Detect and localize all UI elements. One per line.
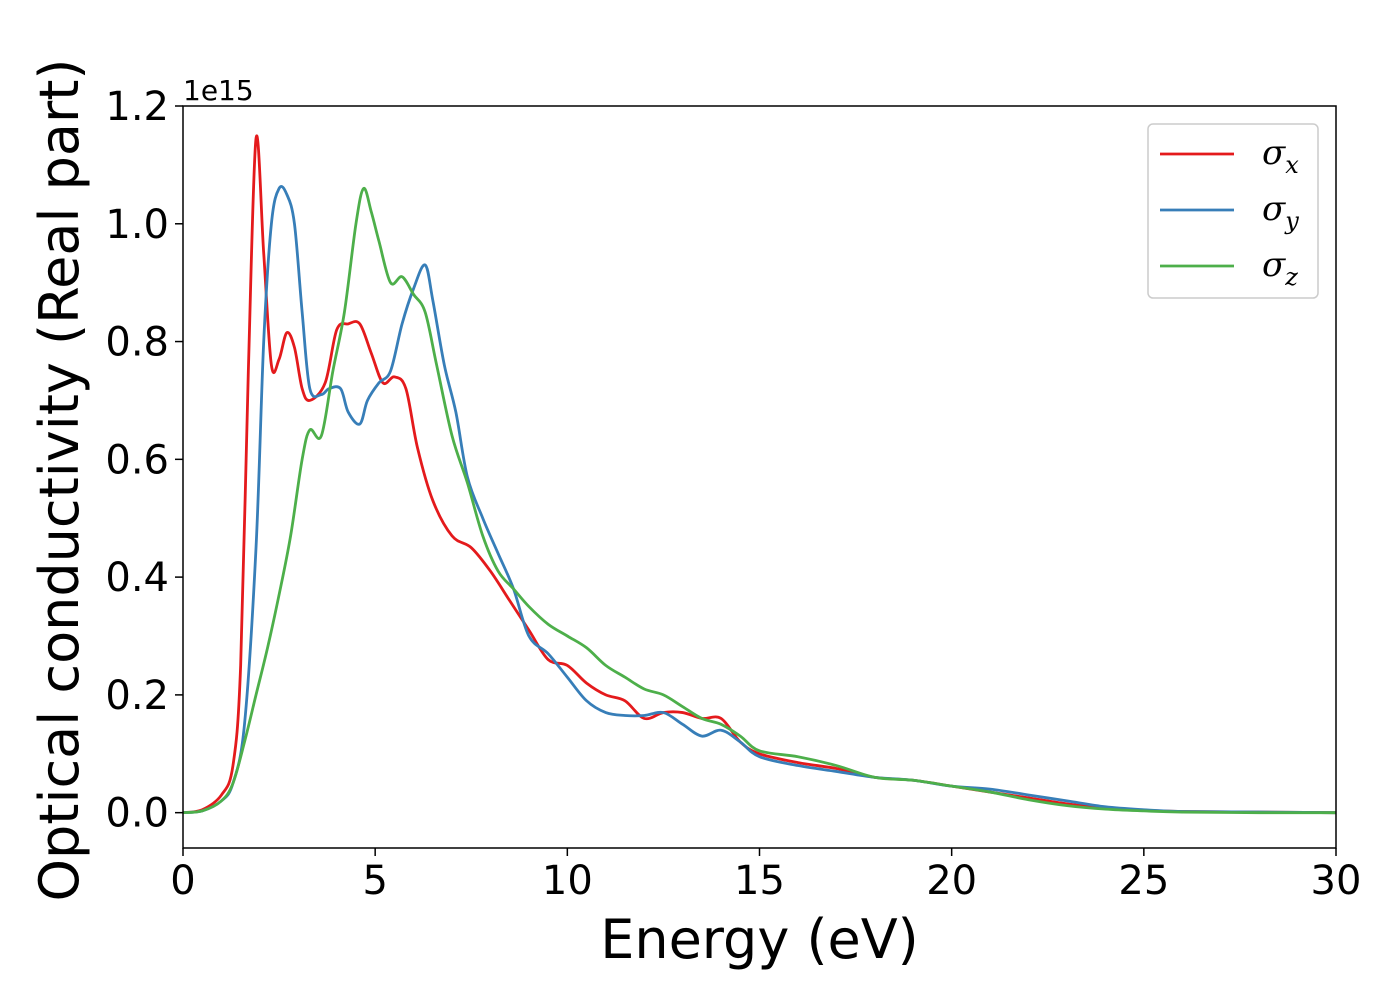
y-axis-ticks: 0.0 0.2 0.4 0.6 0.8 1.0 1.2 (105, 84, 183, 837)
x-tick-label: 30 (1311, 858, 1362, 904)
y-tick-label: 1.0 (105, 202, 169, 248)
y-tick-label: 0.8 (105, 320, 169, 366)
x-tick-label: 15 (734, 858, 785, 904)
legend-entry-z: σz (1262, 245, 1298, 291)
y-tick-label: 0.4 (105, 555, 169, 601)
x-tick-label: 0 (170, 858, 195, 904)
x-tick-label: 25 (1118, 858, 1169, 904)
y-tick-label: 1.2 (105, 84, 169, 130)
y-axis-label: Optical conductivity (Real part) (28, 59, 91, 902)
y-tick-label: 0.2 (105, 673, 169, 719)
legend-entry-y: σy (1262, 189, 1299, 235)
legend: σx σy σz (1147, 123, 1319, 299)
x-tick-label: 20 (926, 858, 977, 904)
x-tick-label: 5 (362, 858, 387, 904)
legend-entry-x: σx (1262, 133, 1299, 179)
series-lines (183, 134, 1336, 815)
series-line-z (183, 187, 1336, 815)
y-tick-label: 0.6 (105, 437, 169, 483)
x-tick-label: 10 (542, 858, 593, 904)
y-tick-label: 0.0 (105, 791, 169, 837)
x-axis-label: Energy (eV) (600, 908, 919, 971)
x-axis-ticks: 0 5 10 15 20 25 30 (170, 848, 1361, 904)
y-offset-label: 1e15 (183, 74, 254, 107)
